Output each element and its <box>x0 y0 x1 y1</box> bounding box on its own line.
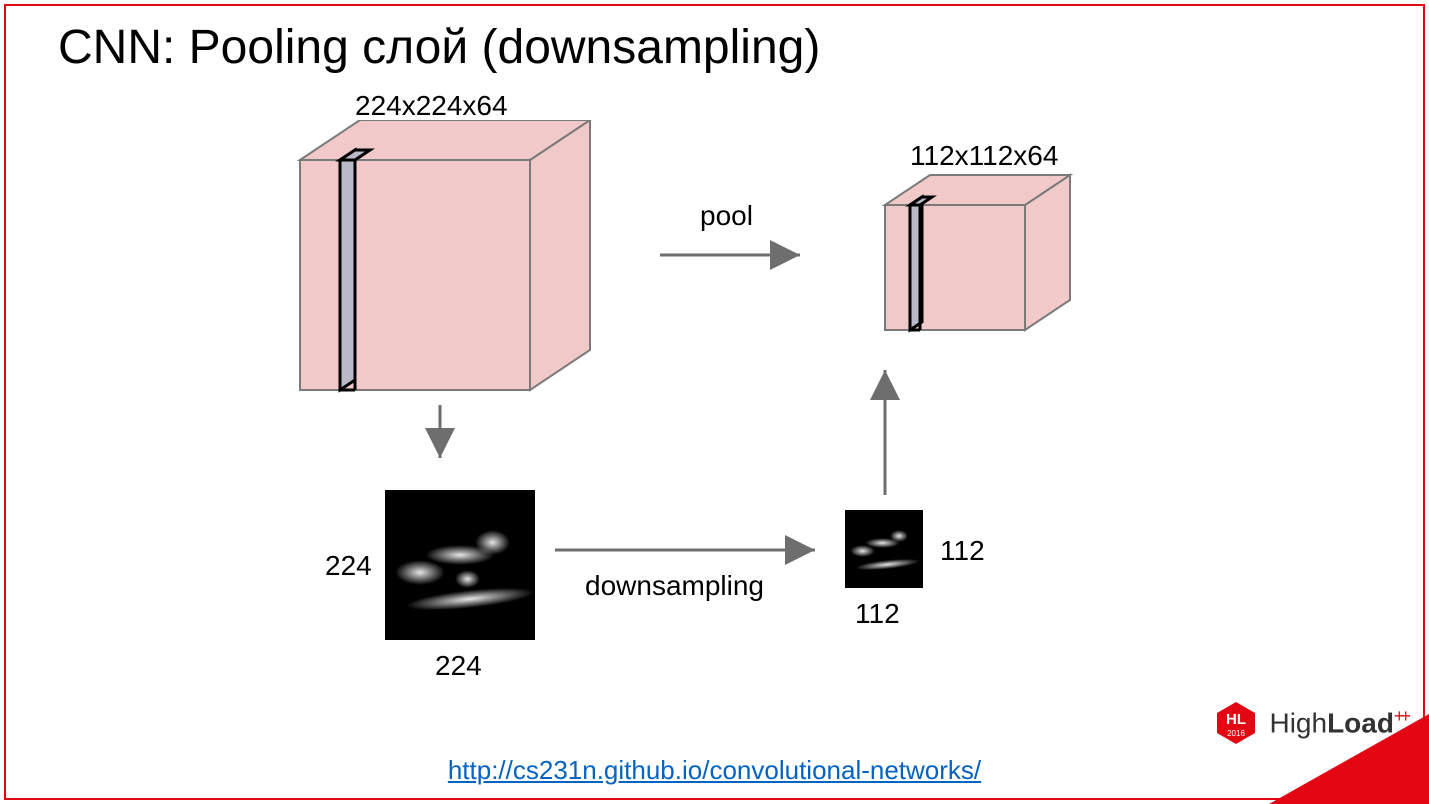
act-large-side-label: 224 <box>325 550 372 582</box>
logo-plusplus: ++ <box>1394 706 1407 726</box>
output-volume-box <box>870 170 1090 360</box>
activation-small <box>845 510 923 588</box>
logo-load: Load <box>1327 708 1394 739</box>
output-dims-label: 112x112x64 <box>910 140 1058 172</box>
output-up-arrow <box>870 360 900 500</box>
source-link[interactable]: http://cs231n.github.io/convolutional-ne… <box>448 755 981 785</box>
input-dims-label: 224x224x64 <box>355 90 508 122</box>
act-large-bottom-label: 224 <box>435 650 482 682</box>
pooling-diagram: 224x224x64 112x112x64 pool 224 224 <box>270 90 1170 700</box>
hl-badge-icon: HL 2016 <box>1213 700 1259 746</box>
svg-text:HL: HL <box>1226 711 1246 728</box>
act-small-bottom-label: 112 <box>855 598 900 630</box>
logo-high: High <box>1269 708 1327 739</box>
logo-text: HighLoad++ <box>1269 706 1407 739</box>
slide-title: CNN: Pooling слой (downsampling) <box>58 20 820 75</box>
source-link-container: http://cs231n.github.io/convolutional-ne… <box>0 755 1429 786</box>
activation-large <box>385 490 535 640</box>
act-small-side-label: 112 <box>940 535 985 567</box>
downsampling-arrow <box>550 535 830 565</box>
input-volume-box <box>280 120 610 430</box>
badge-year: 2016 <box>1228 729 1246 738</box>
highload-logo: HL 2016 HighLoad++ <box>1213 700 1407 746</box>
input-down-arrow <box>425 400 455 470</box>
pool-label: pool <box>700 200 753 232</box>
pool-arrow <box>655 240 815 270</box>
downsampling-label: downsampling <box>585 570 764 602</box>
